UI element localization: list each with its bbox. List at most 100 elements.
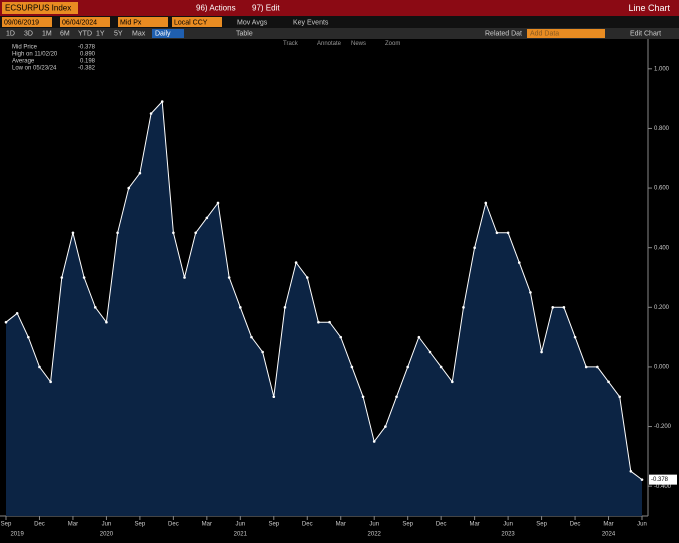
- ccy-box[interactable]: [172, 17, 222, 27]
- edit-chart[interactable]: Edit Chart: [630, 30, 661, 37]
- legend-name: High on 11/02/20: [12, 52, 58, 58]
- x-tick-label: Sep: [268, 522, 279, 528]
- last-value-box: [649, 474, 677, 485]
- x-year-label: 2021: [234, 532, 248, 538]
- period-button[interactable]: 6M: [60, 30, 70, 37]
- period-button[interactable]: Max: [132, 30, 146, 37]
- freq: Daily: [155, 30, 171, 37]
- point: [551, 306, 555, 309]
- point: [484, 201, 488, 205]
- point: [172, 231, 175, 235]
- x-year-label: 2023: [501, 532, 515, 538]
- point: [406, 365, 409, 369]
- point: [506, 231, 510, 235]
- chart-tool[interactable]: News: [351, 41, 366, 47]
- point: [105, 320, 108, 324]
- point: [261, 350, 264, 354]
- edit[interactable]: 97) Edit: [252, 4, 280, 13]
- x-tick-label: Dec: [34, 522, 45, 528]
- point: [116, 231, 119, 235]
- legend-value: 0.890: [80, 52, 96, 58]
- chart-tool[interactable]: Annotate: [317, 41, 342, 47]
- x-tick-label: Dec: [570, 522, 581, 528]
- point: [395, 395, 398, 399]
- point: [194, 231, 197, 235]
- point: [328, 320, 331, 324]
- x-tick-label: Jun: [369, 522, 379, 528]
- point: [239, 306, 242, 309]
- view-name: Line Chart: [628, 3, 670, 13]
- legend-value: -0.382: [78, 66, 96, 72]
- chart-tool[interactable]: Zoom: [385, 41, 400, 47]
- point: [216, 201, 220, 205]
- field-box[interactable]: [118, 17, 168, 27]
- add-data: Add Data: [530, 30, 559, 37]
- point: [640, 478, 644, 481]
- x-tick-label: Mar: [202, 522, 212, 528]
- point: [607, 380, 610, 384]
- point: [71, 231, 75, 235]
- point: [517, 261, 521, 264]
- freq-box[interactable]: [152, 29, 184, 38]
- period-button[interactable]: 3D: [24, 30, 33, 37]
- point: [149, 112, 153, 115]
- point: [82, 276, 86, 279]
- point: [584, 365, 588, 369]
- y-tick-label: 0.000: [654, 365, 670, 371]
- period-button[interactable]: 1D: [6, 30, 15, 37]
- start-box[interactable]: [2, 17, 52, 27]
- point: [529, 291, 532, 294]
- x-year-label: 2020: [100, 532, 114, 538]
- end-box[interactable]: [60, 17, 110, 27]
- x-tick-label: Sep: [1, 522, 12, 528]
- chart-tool[interactable]: Track: [283, 41, 299, 47]
- ticker: ECSURPUS Index: [5, 4, 71, 13]
- actions[interactable]: 96) Actions: [196, 4, 236, 13]
- x-tick-label: Mar: [603, 522, 613, 528]
- y-tick-label: 0.600: [654, 186, 670, 192]
- period-button[interactable]: 5Y: [114, 30, 123, 37]
- toolbar: [0, 28, 679, 39]
- point: [428, 350, 432, 354]
- point: [618, 395, 621, 399]
- area: [6, 101, 642, 516]
- x-year-label: 2019: [10, 532, 24, 538]
- period-button[interactable]: 1Y: [96, 30, 105, 37]
- point: [250, 335, 253, 339]
- legend-name: Mid Price: [12, 45, 38, 51]
- table[interactable]: Table: [236, 30, 253, 37]
- point: [384, 425, 387, 428]
- point: [272, 395, 276, 399]
- add-data-box[interactable]: [527, 29, 605, 38]
- x-tick-label: Dec: [436, 522, 447, 528]
- point: [495, 231, 499, 235]
- point: [294, 261, 298, 264]
- x-year-label: 2022: [368, 532, 382, 538]
- x-tick-label: Mar: [469, 522, 479, 528]
- point: [138, 171, 142, 175]
- x-tick-label: Jun: [102, 522, 112, 528]
- key-events[interactable]: Key Events: [293, 19, 329, 26]
- x-tick-label: Sep: [135, 522, 146, 528]
- x-tick-label: Sep: [536, 522, 547, 528]
- ticker-box[interactable]: [2, 2, 78, 14]
- field: Mid Px: [120, 19, 142, 26]
- mov-avgs[interactable]: Mov Avgs: [237, 19, 268, 26]
- start-date: 09/06/2019: [4, 19, 39, 26]
- point: [4, 320, 8, 324]
- point: [60, 276, 64, 279]
- point: [305, 276, 309, 279]
- point: [372, 440, 376, 443]
- point: [160, 100, 164, 103]
- period-button[interactable]: YTD: [78, 30, 92, 37]
- x-tick-label: Sep: [402, 522, 413, 528]
- point: [462, 306, 465, 309]
- y-tick-label: -0.200: [654, 424, 672, 430]
- legend-value: -0.378: [78, 45, 96, 51]
- currency: Local CCY: [174, 19, 208, 26]
- legend-name: Average: [12, 59, 35, 65]
- period-button[interactable]: 1M: [42, 30, 52, 37]
- point: [15, 311, 19, 315]
- related[interactable]: Related Dat: [485, 30, 522, 37]
- x-tick-label: Mar: [336, 522, 346, 528]
